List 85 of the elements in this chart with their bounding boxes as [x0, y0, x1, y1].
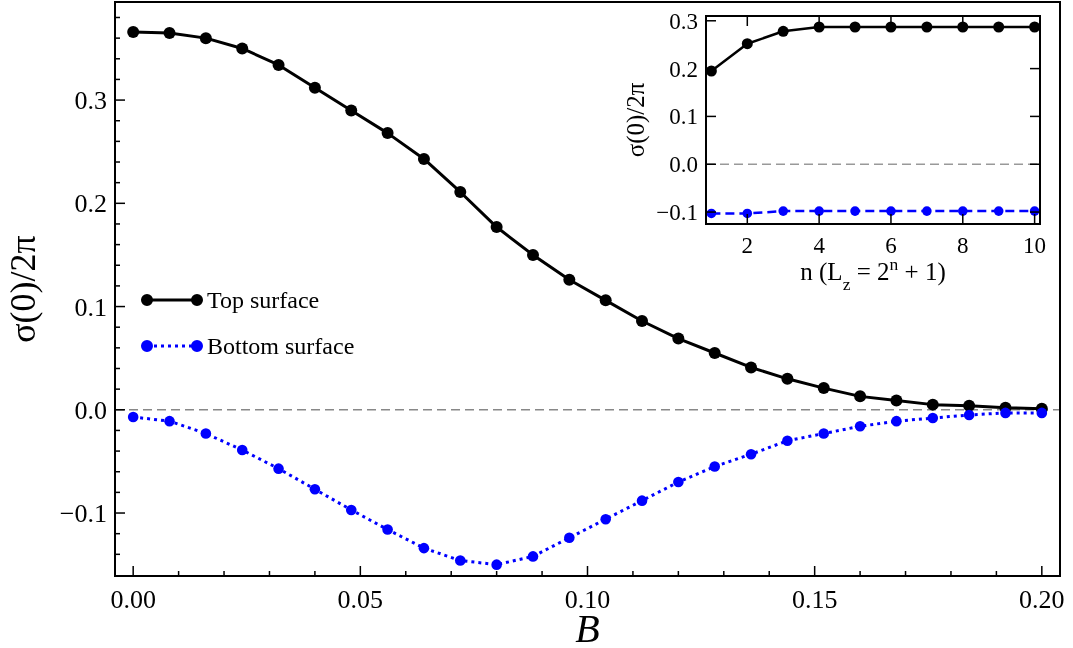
y-tick-label: 0.0 [669, 152, 698, 178]
point [1000, 407, 1011, 419]
point [741, 38, 753, 50]
point [922, 206, 932, 216]
point [526, 248, 539, 261]
point [454, 555, 466, 566]
x-tick-label: 8 [957, 233, 969, 258]
point [957, 206, 968, 216]
x-tick-label: 0.15 [791, 585, 838, 614]
point [963, 409, 975, 421]
point [778, 206, 789, 216]
point [849, 21, 861, 33]
point [381, 127, 394, 140]
point [563, 273, 576, 286]
point [993, 206, 1004, 216]
point [199, 32, 212, 45]
y-tick-label: 0.2 [669, 56, 698, 82]
point [926, 398, 939, 411]
x-tick-label: 0.05 [337, 585, 384, 614]
point [164, 415, 175, 427]
point [927, 412, 939, 424]
x-tick-label: 2 [741, 233, 754, 258]
point [781, 372, 794, 385]
point [745, 361, 758, 374]
point [236, 42, 249, 55]
point [673, 476, 684, 488]
point [127, 411, 139, 423]
point [417, 152, 430, 165]
y-tick-label: 0.3 [669, 8, 698, 34]
point [309, 483, 321, 495]
x-tick-label: 0.10 [564, 585, 611, 614]
point [1036, 407, 1048, 419]
point [814, 206, 824, 216]
point [636, 315, 649, 327]
point [782, 435, 793, 447]
point [599, 294, 612, 307]
point [672, 332, 685, 345]
point [709, 461, 721, 472]
point [636, 495, 648, 506]
point [742, 208, 753, 219]
point [273, 463, 284, 474]
point [777, 25, 789, 37]
point [854, 421, 866, 432]
y-tick-label: −0.1 [59, 499, 107, 529]
y-tick-label: 0.1 [669, 104, 698, 130]
point [345, 104, 358, 117]
point [127, 25, 140, 38]
y-tick-label: 0.2 [74, 189, 107, 219]
legend-label: Top surface [207, 287, 320, 314]
point [490, 221, 503, 234]
x-tick-label: 0.00 [110, 585, 156, 614]
y-axis-title: σ(0)/2π [3, 235, 43, 343]
point [708, 347, 721, 360]
point [418, 542, 430, 554]
point [890, 394, 903, 407]
point [817, 382, 830, 395]
point [886, 206, 896, 216]
point [345, 504, 357, 516]
point [527, 551, 539, 562]
point [921, 21, 933, 33]
y-tick-label: 0.1 [74, 292, 107, 322]
y-tick-label: −0.1 [656, 200, 698, 226]
point [963, 399, 976, 412]
x-tick-label: 10 [1023, 233, 1047, 258]
point [564, 532, 575, 544]
point [454, 185, 467, 198]
point [818, 428, 830, 439]
point [272, 58, 285, 71]
point [600, 513, 611, 525]
point [163, 26, 176, 39]
point [854, 390, 867, 403]
point [745, 448, 757, 460]
point [993, 21, 1005, 33]
point [308, 81, 321, 94]
y-tick-label: 0.0 [74, 395, 107, 425]
x-tick-label: 0.20 [1019, 585, 1065, 614]
y-axis-title: σ(0)/2π [622, 82, 650, 158]
point [200, 428, 212, 439]
legend-label: Bottom surface [207, 333, 355, 360]
y-tick-label: 0.3 [74, 86, 107, 116]
point [891, 415, 902, 427]
point [382, 524, 393, 535]
point [850, 206, 860, 216]
point [491, 559, 502, 570]
point [236, 444, 248, 456]
